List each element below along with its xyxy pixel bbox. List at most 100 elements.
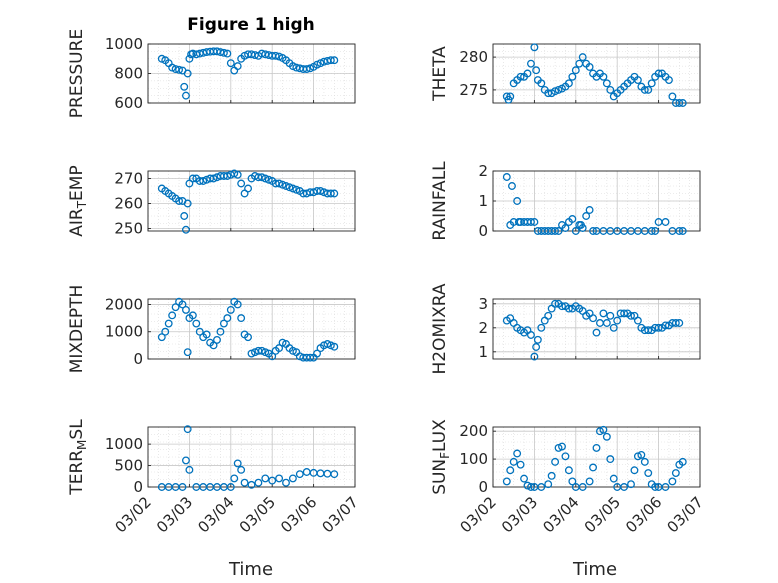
data-point xyxy=(181,225,190,234)
data-point xyxy=(195,327,204,336)
data-point xyxy=(219,319,228,328)
data-point xyxy=(185,465,194,474)
data-point xyxy=(520,474,528,483)
data-point xyxy=(161,327,170,336)
data-point xyxy=(213,335,221,344)
data-point xyxy=(326,341,335,350)
subplot-pressure: 600 800 1000 PRESSURE xyxy=(67,29,356,118)
data-point xyxy=(292,185,301,194)
data-point xyxy=(671,469,680,477)
data-point xyxy=(257,173,266,182)
data-point xyxy=(275,344,284,353)
data-point xyxy=(551,87,560,96)
data-point xyxy=(589,463,597,472)
data-point xyxy=(261,474,270,483)
data-point xyxy=(627,311,635,320)
y-axis-label: RAINFALL xyxy=(430,161,450,241)
data-point xyxy=(675,227,684,235)
data-point xyxy=(599,309,608,318)
data-point xyxy=(181,91,190,100)
data-point xyxy=(647,79,656,88)
y-tick-label: 1 xyxy=(478,343,488,361)
data-point xyxy=(651,227,660,235)
data-point xyxy=(233,459,242,468)
data-series xyxy=(502,299,684,361)
axes-box xyxy=(492,43,701,104)
data-series xyxy=(157,425,339,491)
data-point xyxy=(578,224,587,232)
axes-box xyxy=(147,426,356,488)
y-tick-label: 3 xyxy=(478,295,488,313)
data-point xyxy=(564,466,573,475)
data-point xyxy=(675,319,684,327)
data-point xyxy=(551,457,560,466)
data-point xyxy=(532,343,541,351)
data-point xyxy=(578,483,587,491)
data-point xyxy=(558,442,566,451)
data-point xyxy=(226,59,235,68)
data-point xyxy=(261,348,270,357)
data-point xyxy=(330,342,339,351)
data-point xyxy=(568,72,577,81)
data-point xyxy=(537,323,546,332)
data-point xyxy=(644,85,653,94)
data-point xyxy=(330,56,339,65)
data-point xyxy=(661,483,670,491)
data-point xyxy=(168,311,177,320)
y-axis-label: AIRTEMP xyxy=(67,165,89,236)
data-point xyxy=(288,346,297,355)
axes-box xyxy=(147,298,356,360)
data-point xyxy=(223,172,232,180)
data-point xyxy=(275,179,284,188)
data-point xyxy=(668,92,677,101)
data-point xyxy=(637,450,646,459)
data-point xyxy=(533,335,542,344)
data-point xyxy=(568,215,577,223)
data-point xyxy=(223,49,232,58)
data-point xyxy=(602,79,611,88)
data-point xyxy=(571,227,580,235)
data-point xyxy=(199,177,208,185)
data-point xyxy=(237,465,246,474)
data-point xyxy=(661,218,670,226)
data-point xyxy=(564,304,573,313)
data-point xyxy=(644,469,653,477)
subplot-mixdepth: 0 1000 2000 MIXDEPTH xyxy=(67,285,356,373)
y-tick-label: 0 xyxy=(478,222,488,240)
data-point xyxy=(516,72,525,81)
data-point xyxy=(171,303,180,312)
data-series xyxy=(502,173,687,235)
axes-box xyxy=(492,426,701,488)
data-point xyxy=(326,56,335,65)
y-tick-label: 800 xyxy=(114,65,143,83)
data-point xyxy=(226,483,235,491)
y-tick-label: 1000 xyxy=(105,435,143,453)
data-point xyxy=(175,65,183,74)
data-point xyxy=(254,478,263,487)
data-point xyxy=(275,474,284,483)
data-point xyxy=(589,314,597,323)
data-point xyxy=(192,319,201,328)
data-point xyxy=(527,483,535,491)
data-point xyxy=(654,323,663,332)
data-point xyxy=(178,483,187,491)
data-point xyxy=(237,179,246,188)
data-point xyxy=(633,316,642,325)
data-point xyxy=(633,76,642,85)
data-point xyxy=(644,326,653,335)
data-point xyxy=(589,227,597,235)
y-axis-label: SUNFLUX xyxy=(430,419,452,495)
data-point xyxy=(602,319,611,327)
data-point xyxy=(157,333,166,342)
data-series xyxy=(157,297,339,362)
data-point xyxy=(313,349,321,358)
data-point xyxy=(640,85,649,94)
data-point xyxy=(530,352,539,361)
data-point xyxy=(188,311,197,320)
data-point xyxy=(302,65,311,74)
data-point xyxy=(178,300,187,309)
minor-grid xyxy=(492,427,701,487)
data-point xyxy=(523,69,532,78)
y-tick-label: 260 xyxy=(114,195,143,213)
data-point xyxy=(516,460,525,469)
